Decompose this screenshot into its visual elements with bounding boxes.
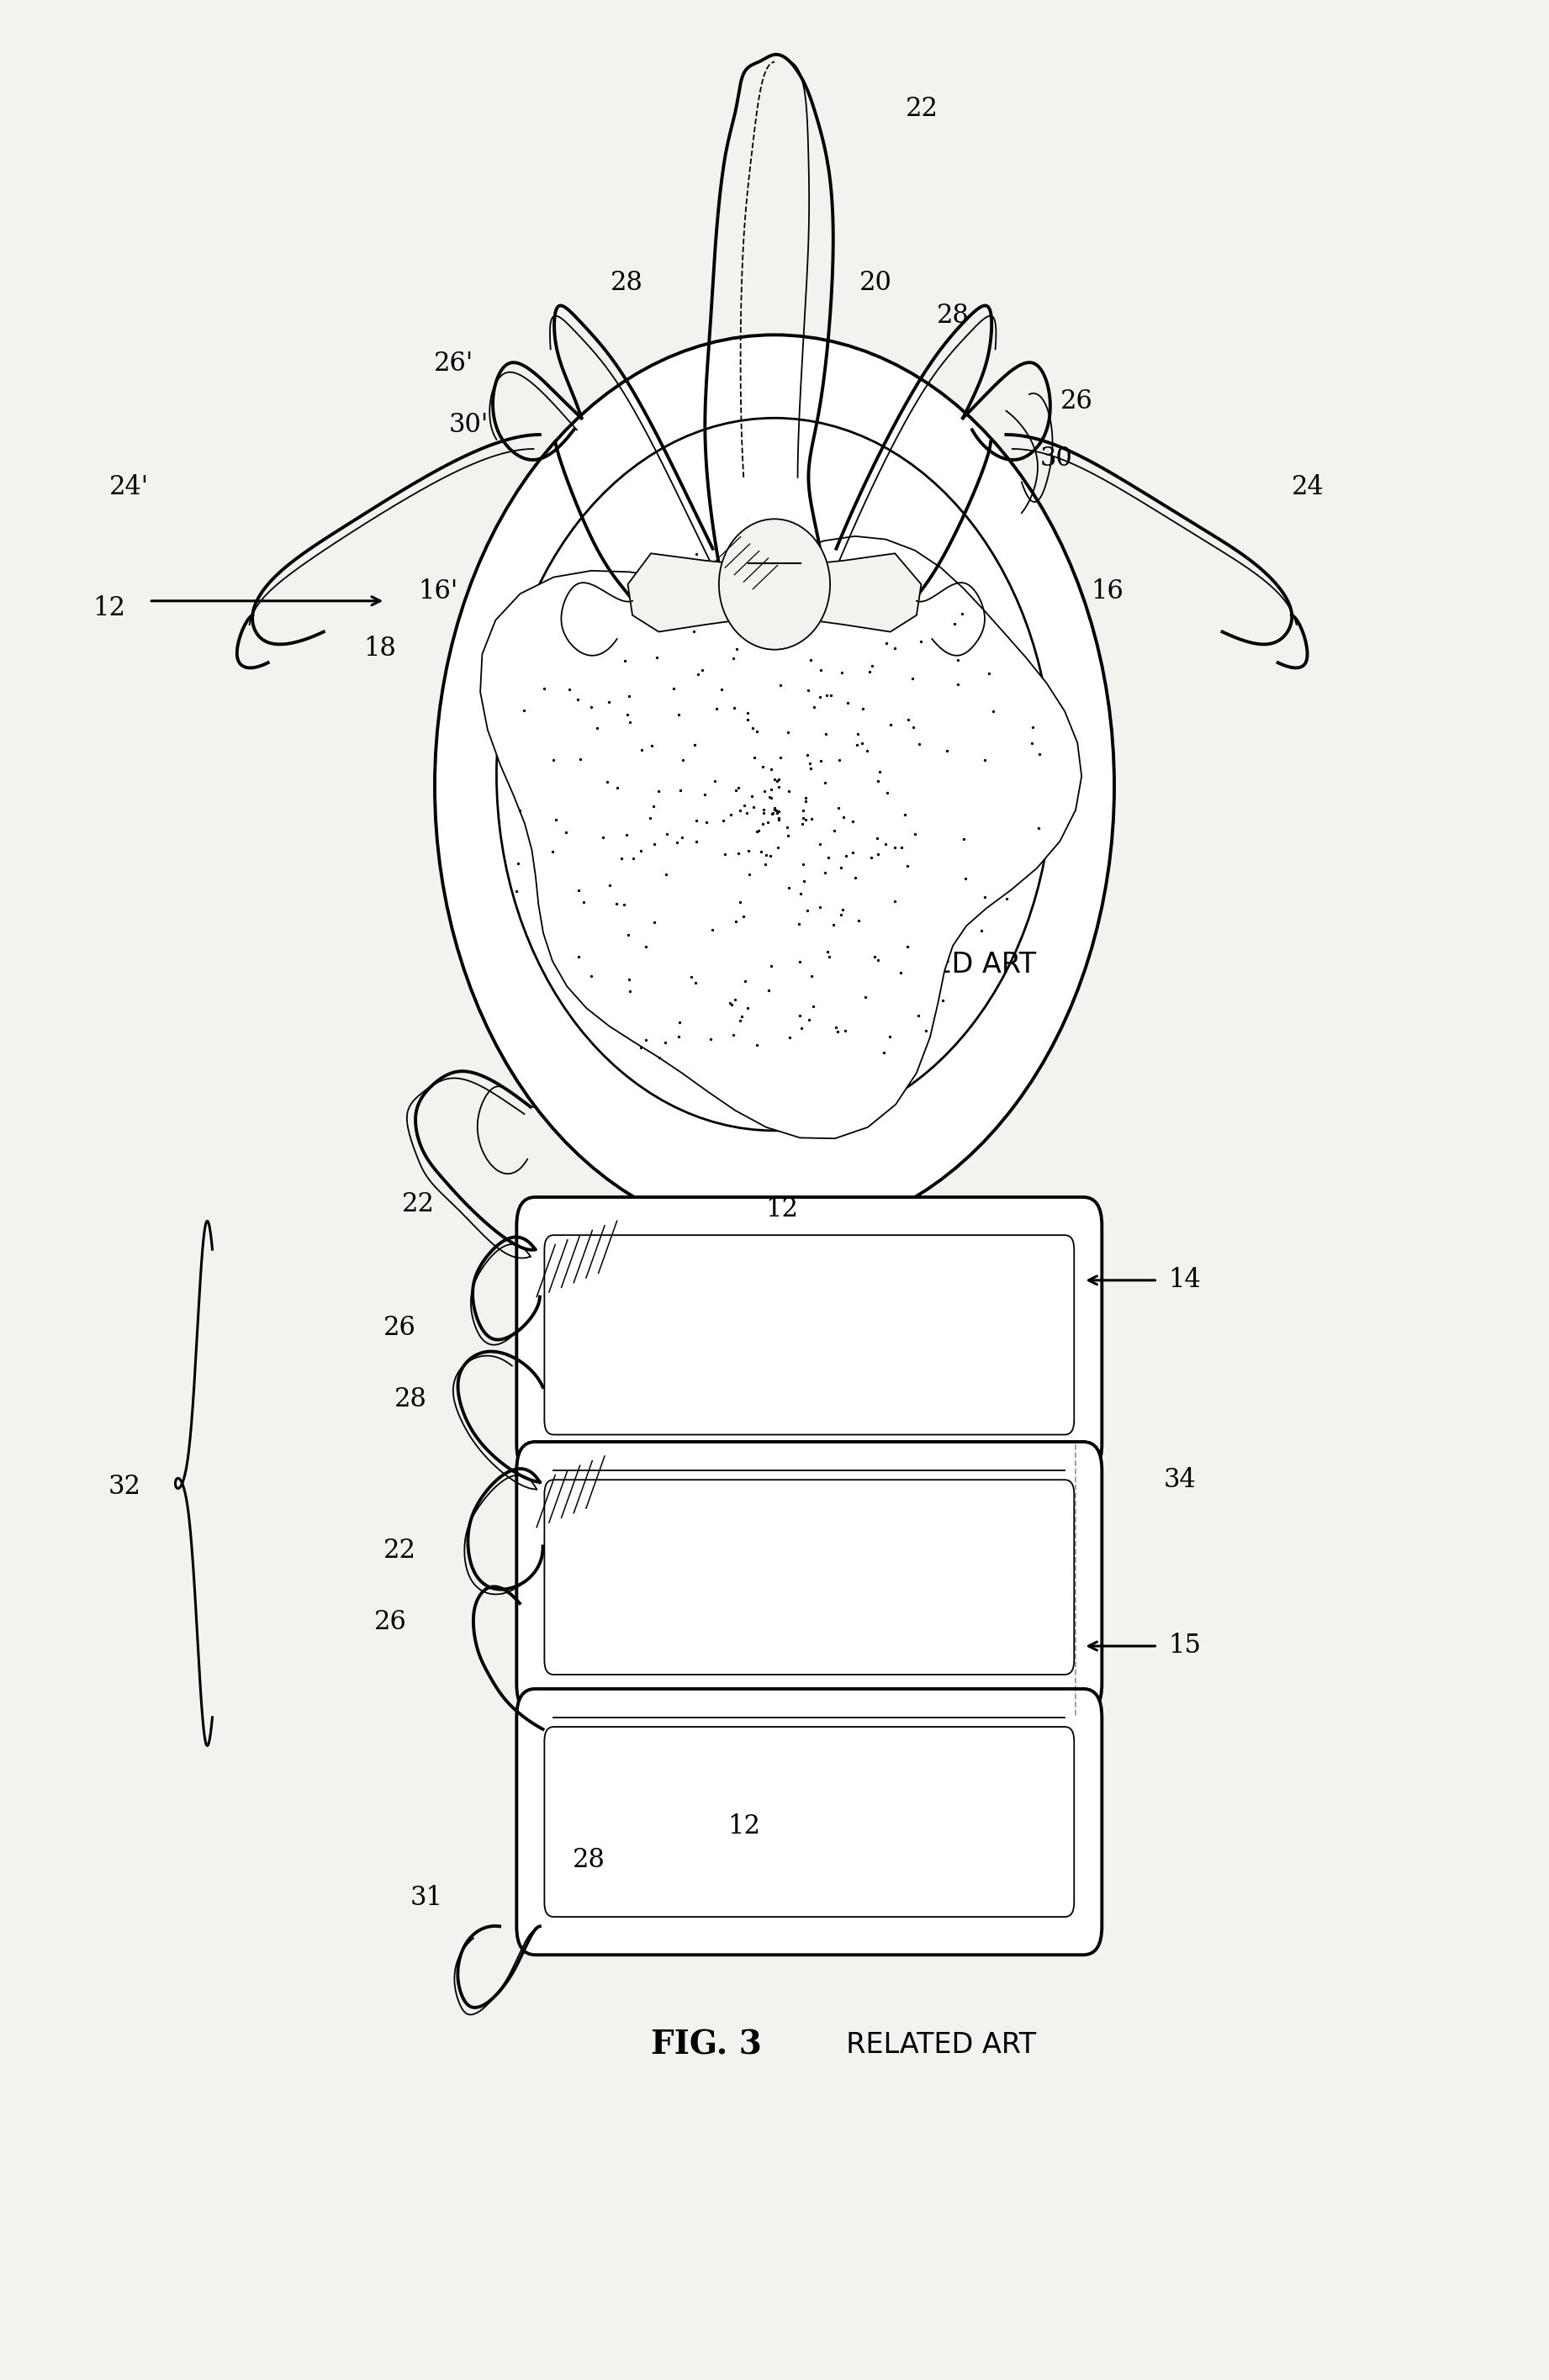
Text: 18: 18 <box>364 635 397 662</box>
Text: 19: 19 <box>757 533 792 559</box>
Text: 14: 14 <box>773 833 805 859</box>
Ellipse shape <box>719 519 830 650</box>
Text: 26: 26 <box>375 1609 407 1635</box>
Text: 22: 22 <box>384 1537 417 1564</box>
Text: 14: 14 <box>1168 1266 1200 1292</box>
Text: 30: 30 <box>1039 445 1073 471</box>
Text: 12: 12 <box>765 1197 799 1221</box>
Text: 16: 16 <box>1090 578 1123 605</box>
Text: 20: 20 <box>860 269 892 295</box>
FancyBboxPatch shape <box>517 1197 1101 1473</box>
Text: 22: 22 <box>401 1192 435 1216</box>
Text: 26: 26 <box>384 1314 417 1340</box>
Text: 26': 26' <box>434 350 474 376</box>
Text: 22: 22 <box>906 95 939 121</box>
Text: 28: 28 <box>937 302 970 328</box>
Polygon shape <box>480 536 1081 1138</box>
Text: 28: 28 <box>395 1385 428 1411</box>
Text: FIG. 3: FIG. 3 <box>651 2030 762 2061</box>
Text: 24: 24 <box>1292 474 1324 500</box>
Text: RELATED ART: RELATED ART <box>829 2030 1036 2059</box>
Text: 12: 12 <box>93 595 125 621</box>
FancyBboxPatch shape <box>517 1442 1101 1714</box>
Text: 28: 28 <box>573 1847 606 1873</box>
Text: 26: 26 <box>1060 388 1094 414</box>
Text: 34: 34 <box>1163 1466 1196 1492</box>
Ellipse shape <box>435 336 1114 1238</box>
Text: 12: 12 <box>726 1814 761 1840</box>
Text: 19: 19 <box>757 533 792 559</box>
Ellipse shape <box>497 419 1052 1130</box>
Text: 15: 15 <box>1168 1633 1200 1659</box>
Polygon shape <box>627 555 922 631</box>
FancyBboxPatch shape <box>517 1690 1101 1954</box>
Text: FIG. 2: FIG. 2 <box>651 947 762 981</box>
Text: 24': 24' <box>110 474 149 500</box>
Text: RELATED ART: RELATED ART <box>829 950 1036 978</box>
Text: 30': 30' <box>449 412 489 438</box>
Text: 28: 28 <box>610 269 643 295</box>
Text: 32: 32 <box>108 1473 141 1499</box>
Text: 16': 16' <box>418 578 459 605</box>
Text: 31: 31 <box>409 1885 443 1911</box>
